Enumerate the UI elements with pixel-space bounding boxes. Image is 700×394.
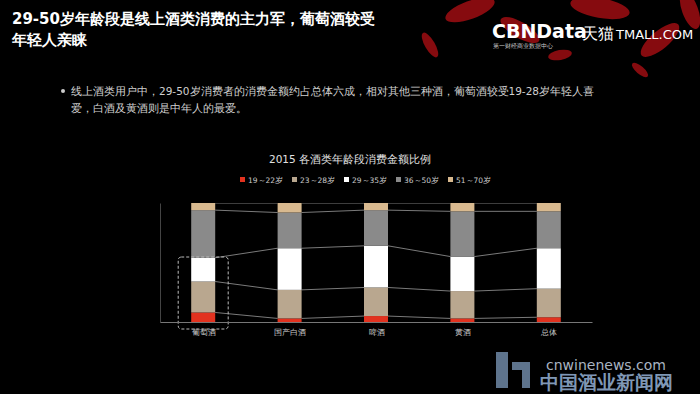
background [0, 0, 700, 394]
connector [215, 210, 277, 212]
bar-segment [364, 316, 388, 322]
bar-segment [191, 258, 215, 282]
slide: 29-50岁年龄段是线上酒类消费的主力军，葡萄酒较受年轻人亲睐 CBNData第一… [0, 0, 700, 394]
bar-segment [278, 318, 302, 322]
connector [474, 317, 536, 318]
connector [215, 282, 277, 290]
x-tick-label: 国产白酒 [274, 328, 306, 337]
watermark-name: 中国酒业新闻网 [540, 371, 673, 393]
bar-segment [537, 203, 561, 211]
page-title: 年轻人亲睐 [11, 31, 88, 49]
petal [442, 0, 497, 27]
bar-segment [278, 213, 302, 249]
watermark-icon [496, 352, 530, 388]
connector [302, 210, 364, 212]
x-tick: 总体 [540, 322, 557, 337]
x-axis-line [161, 322, 593, 323]
plot-area [191, 203, 561, 322]
legend-label: 51～70岁 [456, 176, 491, 185]
series [191, 210, 561, 258]
connector [388, 246, 450, 257]
connector [474, 203, 536, 204]
y-axis-line [160, 204, 161, 323]
legend-label: 23～28岁 [300, 176, 335, 185]
partner-sub: TMALL.COM [615, 27, 693, 42]
bar-segment [364, 287, 388, 316]
chart-title: 2015 各酒类年龄段消费金额比例 [269, 153, 431, 165]
legend: 19～22岁 23～28岁 29～35岁 36～50岁 51～70岁 [240, 176, 491, 185]
bar-segment [191, 282, 215, 313]
bar-segment [364, 203, 388, 210]
connector [215, 203, 277, 204]
connector [302, 287, 364, 289]
legend-swatch [344, 177, 349, 182]
highlight-box [178, 257, 228, 329]
connector [388, 316, 450, 318]
connector [302, 316, 364, 318]
bar-segment [191, 203, 215, 210]
bar-segment [450, 291, 474, 318]
bar-segment [450, 203, 474, 211]
connector [388, 203, 450, 204]
decoration [419, 0, 700, 79]
connector [474, 289, 536, 291]
connector [302, 203, 364, 204]
logo: CBNData [492, 20, 587, 42]
watermark: cnwinenews.com中国酒业新闻网 [496, 352, 673, 393]
series [191, 203, 561, 213]
bar-segment [450, 211, 474, 256]
petal [547, 48, 572, 62]
petal [630, 61, 650, 80]
bar-segment [278, 248, 302, 290]
connector [474, 211, 536, 212]
bar-segment [537, 289, 561, 318]
legend-label: 19～22岁 [248, 176, 283, 185]
partner: 天猫 [582, 24, 614, 43]
x-tick: 葡萄酒 [192, 322, 216, 337]
connector [388, 210, 450, 211]
x-tick-label: 葡萄酒 [192, 328, 216, 337]
x-tick-label: 总体 [540, 328, 557, 337]
connector [302, 246, 364, 248]
bar-segment [364, 210, 388, 246]
y-axis [160, 204, 161, 323]
bar-segment [537, 211, 561, 248]
legend-swatch [396, 177, 401, 182]
bullet-text: 爱，白酒及黄酒则是中年人的最爱。 [71, 102, 247, 114]
connector [215, 248, 277, 258]
x-tick: 啤酒 [369, 322, 385, 337]
connector [215, 312, 277, 318]
petal [419, 30, 442, 59]
logo-sub: 第一财经商业数据中心 [493, 42, 553, 49]
x-tick: 国产白酒 [274, 322, 306, 337]
series [191, 246, 561, 291]
bar-segment [450, 257, 474, 292]
x-tick-label: 啤酒 [369, 328, 385, 337]
legend-swatch [448, 177, 453, 182]
bar-segment [191, 210, 215, 258]
page-title: 29-50岁年龄段是线上酒类消费的主力军，葡萄酒较受 [12, 10, 375, 28]
legend-label: 36～50岁 [404, 176, 439, 185]
bullet [61, 89, 65, 93]
bar-segment [278, 290, 302, 319]
x-axis: 葡萄酒 国产白酒 啤酒 黄酒 总体 [161, 322, 593, 337]
x-tick-label: 黄酒 [455, 328, 471, 337]
bar-segment [278, 203, 302, 213]
legend-swatch [240, 177, 245, 182]
legend-swatch [292, 177, 297, 182]
connector [388, 287, 450, 291]
bar-segment [191, 312, 215, 322]
connector [474, 248, 536, 256]
x-tick: 黄酒 [455, 322, 471, 337]
bar-segment [537, 317, 561, 322]
legend-label: 29～35岁 [352, 176, 387, 185]
bullet-text: 线上酒类用户中，29-50岁消费者的消费金额约占总体六成，相对其他三种酒，葡萄酒… [71, 85, 594, 97]
bar-segment [450, 318, 474, 322]
bar-segment [364, 246, 388, 288]
bar-segment [537, 248, 561, 288]
